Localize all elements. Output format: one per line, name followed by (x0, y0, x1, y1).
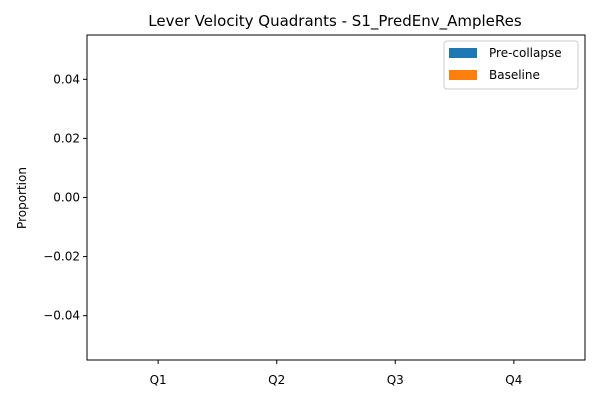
y-tick-label: −0.02 (43, 250, 80, 264)
y-tick-label: 0.02 (53, 131, 80, 145)
y-axis: −0.04 −0.02 0.00 0.02 0.04 (43, 72, 87, 323)
legend-swatch (449, 48, 477, 58)
x-tick-label: Q1 (150, 373, 167, 387)
legend-frame (443, 40, 579, 90)
x-axis: Q1 Q2 Q3 Q4 (150, 360, 522, 387)
legend-swatch (449, 70, 477, 80)
x-tick-label: Q2 (268, 373, 285, 387)
y-tick-label: 0.04 (53, 72, 80, 86)
legend: Pre-collapse Baseline (443, 40, 579, 90)
chart-title: Lever Velocity Quadrants - S1_PredEnv_Am… (148, 12, 522, 31)
legend-label: Baseline (489, 68, 540, 82)
legend-label: Pre-collapse (489, 46, 562, 60)
y-tick-label: 0.00 (53, 191, 80, 205)
y-axis-label: Proportion (15, 167, 29, 229)
x-tick-label: Q3 (387, 373, 404, 387)
x-tick-label: Q4 (505, 373, 522, 387)
y-tick-label: −0.04 (43, 309, 80, 323)
